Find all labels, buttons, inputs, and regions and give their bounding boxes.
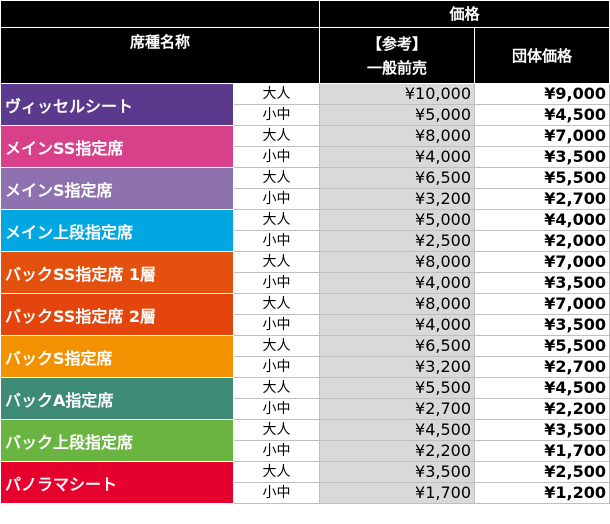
seat-row-child: 小中 ¥2,500 ¥2,000 (1, 230, 610, 252)
seat-row-adult: メインS指定席 大人 ¥6,500 ¥5,500 (0, 167, 610, 210)
regular-advance-label: 一般前売 (366, 58, 427, 77)
seat-name-cell: バックSS指定席 2層 (0, 293, 234, 336)
seat-row-adult: バック上段指定席 大人 ¥4,500 ¥3,500 (0, 419, 610, 462)
age-category-cell: 小中 (233, 398, 320, 420)
seat-name-cell: メイン上段指定席 (0, 209, 234, 252)
group-price-cell: ¥5,500 (473, 167, 610, 189)
age-category-cell: 大人 (233, 377, 320, 399)
group-price-cell: ¥2,700 (473, 188, 610, 210)
regular-price-cell: ¥3,200 (319, 356, 475, 378)
age-category-cell: 大人 (233, 335, 320, 357)
seat-name-cell: バック上段指定席 (0, 419, 234, 462)
age-category-cell: 大人 (233, 251, 320, 273)
seat-row-adult: メイン上段指定席 大人 ¥5,000 ¥4,000 (0, 209, 610, 252)
regular-price-cell: ¥10,000 (319, 83, 475, 105)
group-price-cell: ¥9,000 (473, 83, 610, 105)
reference-label: 【参考】 (366, 34, 427, 53)
seat-name-cell: ヴィッセルシート (0, 83, 234, 126)
regular-price-cell: ¥1,700 (319, 482, 475, 504)
group-price-cell: ¥2,700 (473, 356, 610, 378)
age-category-cell: 大人 (233, 167, 320, 189)
seat-name-cell: バックA指定席 (0, 377, 234, 420)
age-category-cell: 大人 (233, 461, 320, 483)
group-price-cell: ¥4,500 (473, 104, 610, 126)
age-category-cell: 大人 (233, 209, 320, 231)
regular-price-cell: ¥4,000 (319, 314, 475, 336)
group-price-cell: ¥2,000 (473, 230, 610, 252)
group-price-cell: ¥4,000 (473, 209, 610, 231)
seat-row-adult: バックS指定席 大人 ¥6,500 ¥5,500 (0, 335, 610, 378)
seat-name-cell: バックS指定席 (0, 335, 234, 378)
seat-name-cell: バックSS指定席 1層 (0, 251, 234, 294)
age-category-cell: 小中 (233, 188, 320, 210)
regular-price-cell: ¥8,000 (319, 125, 475, 147)
seat-row-child: 小中 ¥2,200 ¥1,700 (1, 440, 610, 462)
seat-row-adult: バックSS指定席 2層 大人 ¥8,000 ¥7,000 (0, 293, 610, 336)
age-category-cell: 小中 (233, 440, 320, 462)
seat-name-cell: メインSS指定席 (0, 125, 234, 168)
seat-row-child: 小中 ¥1,700 ¥1,200 (1, 482, 610, 504)
age-category-cell: 大人 (233, 125, 320, 147)
group-price-cell: ¥2,200 (473, 398, 610, 420)
group-price-cell: ¥1,700 (473, 440, 610, 462)
regular-advance-header: 【参考】 一般前売 (319, 27, 475, 84)
regular-price-cell: ¥2,500 (319, 230, 475, 252)
regular-price-cell: ¥4,500 (319, 419, 475, 441)
regular-price-cell: ¥3,500 (319, 461, 475, 483)
age-category-cell: 小中 (233, 356, 320, 378)
group-price-cell: ¥5,500 (473, 335, 610, 357)
age-category-cell: 小中 (233, 104, 320, 126)
age-category-cell: 小中 (233, 314, 320, 336)
age-category-cell: 小中 (233, 272, 320, 294)
seat-row-child: 小中 ¥5,000 ¥4,500 (1, 104, 610, 126)
seat-row-adult: ヴィッセルシート 大人 ¥10,000 ¥9,000 (0, 83, 610, 126)
group-price-cell: ¥1,200 (473, 482, 610, 504)
seat-row-child: 小中 ¥4,000 ¥3,500 (1, 272, 610, 294)
seat-row-child: 小中 ¥2,700 ¥2,200 (1, 398, 610, 420)
age-category-cell: 小中 (233, 230, 320, 252)
regular-price-cell: ¥4,000 (319, 272, 475, 294)
group-price-cell: ¥3,500 (473, 314, 610, 336)
seat-row-child: 小中 ¥4,000 ¥3,500 (1, 146, 610, 168)
regular-price-cell: ¥5,500 (319, 377, 475, 399)
regular-price-cell: ¥5,000 (319, 104, 475, 126)
group-price-cell: ¥7,000 (473, 251, 610, 273)
seat-row-adult: パノラマシート 大人 ¥3,500 ¥2,500 (0, 461, 610, 504)
seat-row-adult: メインSS指定席 大人 ¥8,000 ¥7,000 (0, 125, 610, 168)
regular-price-cell: ¥8,000 (319, 293, 475, 315)
age-category-cell: 小中 (233, 482, 320, 504)
age-category-cell: 大人 (233, 83, 320, 105)
group-price-cell: ¥4,500 (473, 377, 610, 399)
regular-price-cell: ¥6,500 (319, 167, 475, 189)
seat-row-adult: バックSS指定席 1層 大人 ¥8,000 ¥7,000 (0, 251, 610, 294)
group-price-header: 団体価格 (473, 27, 610, 84)
price-table: 価格 席種名称 【参考】 一般前売 団体価格 ヴィッセルシート 大人 ¥10,000… (0, 0, 610, 504)
seat-name-header: 席種名称 (0, 27, 320, 84)
group-price-cell: ¥2,500 (473, 461, 610, 483)
age-category-cell: 大人 (233, 293, 320, 315)
group-price-cell: ¥3,500 (473, 272, 610, 294)
group-price-cell: ¥3,500 (473, 146, 610, 168)
regular-price-cell: ¥3,200 (319, 188, 475, 210)
regular-price-cell: ¥5,000 (319, 209, 475, 231)
seat-row-adult: バックA指定席 大人 ¥5,500 ¥4,500 (0, 377, 610, 420)
regular-price-cell: ¥2,700 (319, 398, 475, 420)
age-category-cell: 大人 (233, 419, 320, 441)
seat-row-child: 小中 ¥4,000 ¥3,500 (1, 314, 610, 336)
group-price-cell: ¥7,000 (473, 125, 610, 147)
age-category-cell: 小中 (233, 146, 320, 168)
group-price-cell: ¥3,500 (473, 419, 610, 441)
price-header: 価格 (318, 0, 610, 28)
group-price-cell: ¥7,000 (473, 293, 610, 315)
regular-price-cell: ¥6,500 (319, 335, 475, 357)
seat-name-cell: メインS指定席 (0, 167, 234, 210)
regular-price-cell: ¥2,200 (319, 440, 475, 462)
regular-price-cell: ¥8,000 (319, 251, 475, 273)
regular-price-cell: ¥4,000 (319, 146, 475, 168)
seat-name-cell: パノラマシート (0, 461, 234, 504)
